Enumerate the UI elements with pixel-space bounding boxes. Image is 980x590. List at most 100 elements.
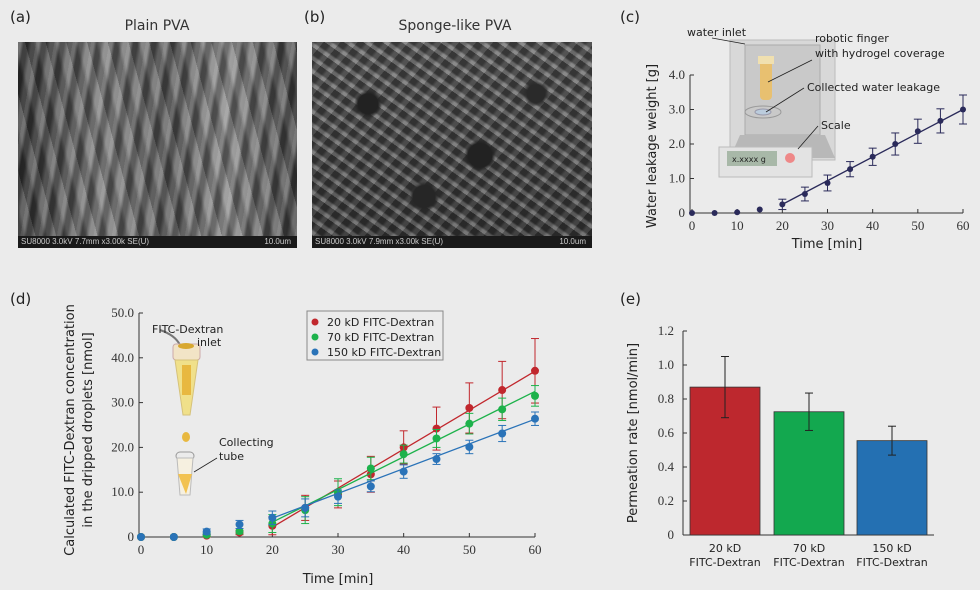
legend-label: 150 kD FITC-Dextran <box>327 346 441 359</box>
panel-label-b: (b) <box>304 8 325 26</box>
y-axis-label-d-line1: Calculated FITC-Dextran concentration <box>63 304 78 556</box>
y-axis-label-d-line2: in the dripped droplets [nmol] <box>81 332 96 527</box>
bar <box>773 411 845 536</box>
x-tick-label: 30 <box>821 218 834 233</box>
legend-label: 20 kD FITC-Dextran <box>327 316 434 329</box>
scale-bar-label: 10.0um <box>559 237 586 246</box>
data-point <box>937 117 944 124</box>
data-point <box>137 533 145 541</box>
x-axis-label-c: Time [min] <box>791 237 863 252</box>
y-tick-label: 3.0 <box>669 102 685 117</box>
x-tick-label: 40 <box>397 542 410 557</box>
data-point <box>465 442 474 451</box>
series-70-kd-fitc-dextran <box>137 385 539 541</box>
series-150-kd-fitc-dextran <box>137 411 539 541</box>
y-axis-label-c: Water leakage weight [g] <box>645 64 660 228</box>
y-tick-label: 0 <box>128 529 135 544</box>
sem-info: SU8000 3.0kV 7.9mm x3.00k SE(U) <box>315 237 444 246</box>
y-tick-label: 0.4 <box>658 459 675 474</box>
annotation-robotic-finger: robotic finger <box>815 32 889 45</box>
category-label: 150 kD <box>872 542 911 555</box>
x-tick-label: 50 <box>463 542 476 557</box>
data-point <box>689 210 695 216</box>
data-point <box>432 434 441 443</box>
data-point <box>268 513 277 522</box>
x-tick-label: 20 <box>776 218 789 233</box>
y-tick-label: 40.0 <box>111 350 134 365</box>
x-tick-label: 0 <box>689 218 696 233</box>
category-label: FITC-Dextran <box>856 556 927 569</box>
data-point <box>960 106 966 113</box>
x-tick-label: 60 <box>957 218 970 233</box>
y-axis-label-e: Permeation rate [nmol/min] <box>626 343 641 523</box>
y-tick-label: 1.0 <box>658 357 674 372</box>
data-point <box>465 403 474 412</box>
data-point <box>366 464 375 473</box>
data-point <box>847 166 854 173</box>
panel-label-a: (a) <box>10 8 31 26</box>
y-tick-label: 30.0 <box>111 395 134 410</box>
data-point <box>301 503 310 512</box>
data-point <box>498 429 507 438</box>
panel-label-e: (e) <box>620 290 641 308</box>
y-tick-label: 0.8 <box>658 391 674 406</box>
category-label: 70 kD <box>793 542 825 555</box>
legend-box <box>306 310 444 361</box>
x-tick-label: 60 <box>529 542 542 557</box>
data-point <box>711 210 718 216</box>
data-point <box>432 455 441 464</box>
annotation-collecting: Collecting <box>219 436 274 449</box>
y-tick-label: 0.6 <box>658 425 675 440</box>
scale-illustration: x.xxxx g water inlet robotic finger with… <box>687 26 945 178</box>
legend-label: 70 kD FITC-Dextran <box>327 331 434 344</box>
data-point <box>892 141 899 147</box>
data-point <box>334 492 342 501</box>
annotation-tube: tube <box>219 450 244 463</box>
sem-image-plain-pva: SU8000 3.0kV 7.7mm x3.00k SE(U) 10.0um <box>18 42 297 248</box>
y-tick-label: 2.0 <box>669 136 685 151</box>
data-point <box>235 527 244 536</box>
data-point <box>169 533 178 541</box>
x-tick-label: 30 <box>332 542 345 557</box>
tube-illustration: FITC-Dextran inlet Collecting tube <box>152 323 274 496</box>
chart-fitc-dextran-concentration: 0 10 20 30 40 50 60 0 10.0 20.0 30.0 40.0 50.0 20 kD … <box>111 305 541 557</box>
y-tick-label: 0 <box>679 205 686 220</box>
panel-title-b: Sponge-like PVA <box>399 18 512 34</box>
annotation-collected-water-leakage: Collected water leakage <box>807 81 940 94</box>
x-tick-label: 40 <box>866 218 879 233</box>
data-point <box>399 450 408 459</box>
legend-marker <box>311 348 319 356</box>
data-point <box>531 391 539 400</box>
annotation-water-inlet: water inlet <box>687 26 747 39</box>
data-point <box>366 482 375 491</box>
legend: 20 kD FITC-Dextran 70 kD FITC-Dextran 150 … <box>306 310 444 361</box>
legend-marker <box>311 333 319 341</box>
legend-marker <box>311 318 319 326</box>
y-tick-label: 1.2 <box>658 323 674 338</box>
bar <box>856 440 928 536</box>
data-point <box>914 128 921 135</box>
y-tick-label: 50.0 <box>111 305 134 320</box>
y-tick-label: 0 <box>668 527 675 542</box>
y-tick-label: 4.0 <box>669 67 685 82</box>
sem-info: SU8000 3.0kV 7.7mm x3.00k SE(U) <box>21 237 150 246</box>
category-label: 20 kD <box>709 542 741 555</box>
y-tick-label: 20.0 <box>111 439 134 454</box>
annotation-scale: Scale <box>821 119 851 132</box>
category-label: FITC-Dextran <box>689 556 760 569</box>
annotation-hydrogel-coverage: with hydrogel coverage <box>815 47 945 60</box>
data-point <box>531 414 539 423</box>
annotation-fitc-dextran: FITC-Dextran <box>152 323 223 336</box>
data-point <box>235 520 244 529</box>
sem-image-sponge-like-pva: SU8000 3.0kV 7.9mm x3.00k SE(U) 10.0um <box>312 42 592 248</box>
scale-bar-label: 10.0um <box>264 237 291 246</box>
data-point <box>531 366 539 375</box>
panel-label-d: (d) <box>10 290 31 308</box>
data-point <box>734 209 741 216</box>
y-tick-label: 0.2 <box>658 493 674 508</box>
data-point <box>824 179 831 186</box>
data-point <box>432 424 441 433</box>
